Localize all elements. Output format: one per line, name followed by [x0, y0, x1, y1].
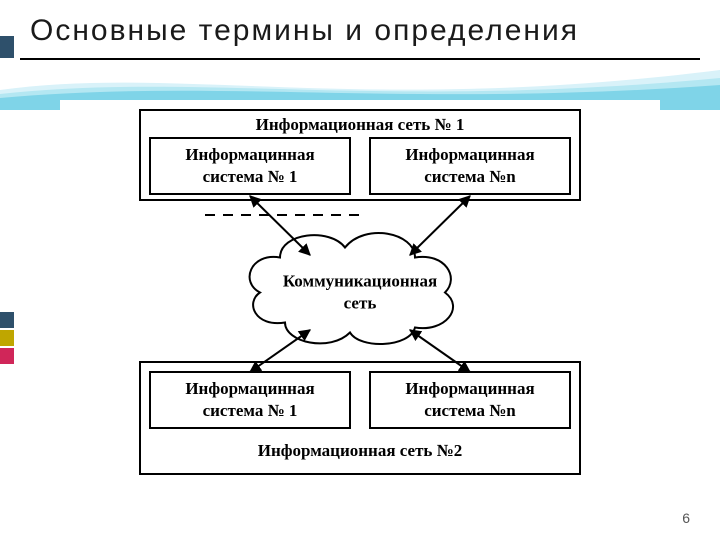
stripe-2: [0, 312, 14, 328]
page-number: 6: [682, 510, 690, 526]
stripe-3: [0, 330, 14, 346]
stripe-4: [0, 348, 14, 364]
svg-text:Информацинная: Информацинная: [405, 145, 534, 164]
svg-text:система №n: система №n: [424, 401, 516, 420]
diagram-svg: Информационная сеть № 1 Информационная се…: [60, 100, 660, 500]
edge-sys1a-cloud: [250, 196, 310, 255]
diagram-area: Информационная сеть № 1 Информационная се…: [60, 100, 660, 500]
svg-text:Информацинная: Информацинная: [185, 145, 314, 164]
slide: Основные термины и определения Информаци…: [0, 0, 720, 540]
svg-text:сеть: сеть: [344, 294, 377, 313]
svg-text:система №n: система №n: [424, 167, 516, 186]
stripe-top: [0, 36, 14, 58]
page-title: Основные термины и определения: [30, 14, 579, 48]
svg-text:система № 1: система № 1: [203, 167, 298, 186]
svg-text:Коммуникационная: Коммуникационная: [283, 272, 437, 291]
svg-text:система № 1: система № 1: [203, 401, 298, 420]
svg-text:Информацинная: Информацинная: [405, 379, 534, 398]
svg-text:Информационная сеть №2: Информационная сеть №2: [258, 441, 463, 460]
svg-text:Информационная сеть № 1: Информационная сеть № 1: [256, 115, 465, 134]
svg-text:Информацинная: Информацинная: [185, 379, 314, 398]
edge-sys1b-cloud: [410, 196, 470, 255]
